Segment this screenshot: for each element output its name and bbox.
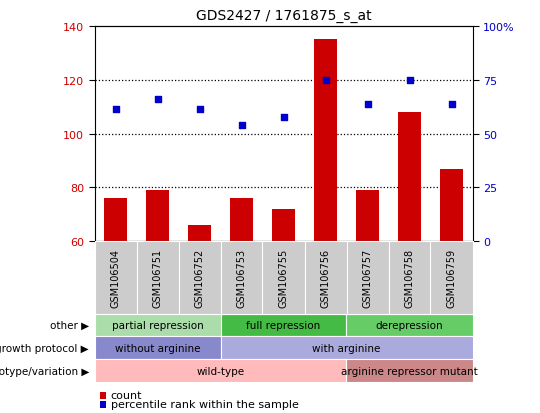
Text: wild-type: wild-type xyxy=(197,366,245,376)
Text: GSM106756: GSM106756 xyxy=(321,248,330,307)
Text: GSM106753: GSM106753 xyxy=(237,248,246,307)
Point xyxy=(195,107,204,113)
Point xyxy=(279,115,288,121)
Bar xyxy=(356,191,379,242)
Text: GSM106755: GSM106755 xyxy=(279,248,288,307)
Bar xyxy=(146,191,169,242)
Text: percentile rank within the sample: percentile rank within the sample xyxy=(111,399,299,409)
Text: GSM106752: GSM106752 xyxy=(194,248,205,307)
Text: GSM106504: GSM106504 xyxy=(111,248,120,307)
Point xyxy=(447,101,456,108)
Bar xyxy=(440,169,463,242)
Text: derepression: derepression xyxy=(376,320,443,330)
Bar xyxy=(188,225,211,242)
Text: GSM106759: GSM106759 xyxy=(447,248,456,307)
Point xyxy=(405,77,414,84)
Text: genotype/variation ▶: genotype/variation ▶ xyxy=(0,366,89,376)
Text: with arginine: with arginine xyxy=(312,343,381,353)
Text: without arginine: without arginine xyxy=(114,343,200,353)
Text: GSM106751: GSM106751 xyxy=(152,248,163,307)
Title: GDS2427 / 1761875_s_at: GDS2427 / 1761875_s_at xyxy=(195,9,372,23)
Bar xyxy=(314,40,337,242)
Text: count: count xyxy=(111,390,142,400)
Point xyxy=(237,123,246,130)
Text: growth protocol ▶: growth protocol ▶ xyxy=(0,343,89,353)
Bar xyxy=(230,199,253,242)
Text: GSM106757: GSM106757 xyxy=(362,248,373,307)
Point xyxy=(111,107,120,113)
Point xyxy=(321,77,330,84)
Point xyxy=(153,96,162,102)
Bar xyxy=(398,113,421,242)
Text: GSM106758: GSM106758 xyxy=(404,248,415,307)
Point xyxy=(363,101,372,108)
Text: arginine repressor mutant: arginine repressor mutant xyxy=(341,366,478,376)
Text: other ▶: other ▶ xyxy=(50,320,89,330)
Text: partial repression: partial repression xyxy=(112,320,204,330)
Text: full repression: full repression xyxy=(246,320,321,330)
Bar xyxy=(272,209,295,242)
Bar xyxy=(104,199,127,242)
